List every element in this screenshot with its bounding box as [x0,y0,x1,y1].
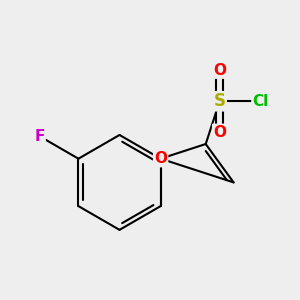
Text: O: O [154,151,167,166]
Text: S: S [214,92,226,110]
Text: Cl: Cl [252,94,268,109]
Text: O: O [213,63,226,78]
Text: F: F [34,129,45,144]
Text: O: O [213,125,226,140]
